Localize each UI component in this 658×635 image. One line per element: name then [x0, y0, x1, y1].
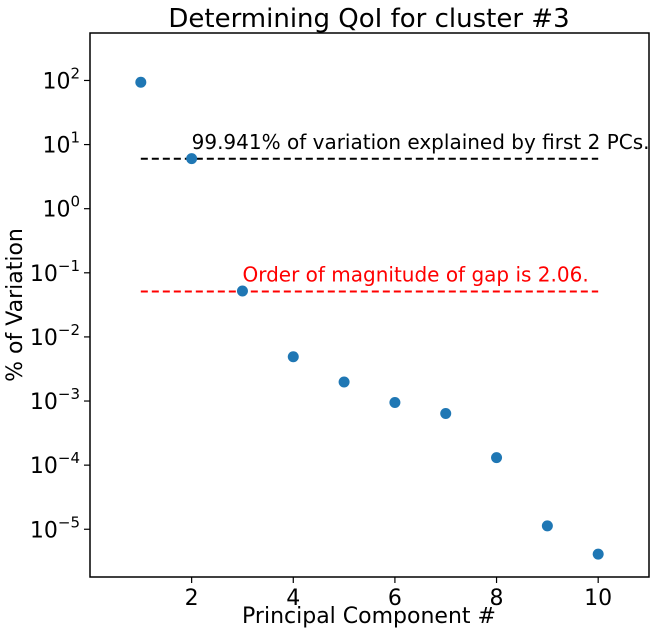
y-tick-label-5: 100	[42, 193, 80, 223]
x-axis-ticks: 2 4 6 8 10	[185, 577, 612, 611]
data-point-pc-10	[592, 548, 604, 560]
data-point-pc-1	[135, 76, 147, 88]
x-axis-label: Principal Component #	[242, 604, 496, 629]
data-point-pc-7	[440, 407, 452, 419]
x-tick-label-6: 6	[388, 586, 402, 611]
x-tick-label-4: 4	[286, 586, 300, 611]
y-tick-label-0: 10−5	[30, 513, 80, 543]
data-point-pc-3	[236, 285, 248, 297]
data-point-pc-6	[389, 396, 401, 408]
y-tick-label-2: 10−3	[30, 385, 80, 415]
x-tick-label-8: 8	[490, 586, 504, 611]
plot-frame	[89, 32, 650, 578]
y-tick-label-3: 10−2	[30, 321, 80, 351]
annotation-1: 99.941% of variation explained by first …	[192, 130, 650, 154]
x-tick-label-2: 2	[185, 586, 199, 611]
data-point-pc-2	[186, 153, 198, 165]
annotations: 99.941% of variation explained by first …	[192, 130, 650, 287]
chart-title: Determining QoI for cluster #3	[168, 4, 569, 34]
y-tick-label-7: 102	[42, 64, 80, 94]
y-tick-label-6: 101	[42, 129, 80, 159]
data-points	[135, 76, 604, 560]
x-tick-label-10: 10	[584, 586, 612, 611]
data-point-pc-9	[541, 520, 553, 532]
data-point-pc-5	[338, 376, 350, 388]
y-tick-label-1: 10−4	[30, 449, 80, 479]
y-tick-label-4: 10−1	[30, 257, 80, 287]
y-axis-ticks: 10−5 10−4 10−3 10−2 10−1 100 101 102	[30, 64, 90, 543]
data-point-pc-8	[491, 452, 503, 464]
annotation-2: Order of magnitude of gap is 2.06.	[242, 263, 588, 287]
y-axis-label: % of Variation	[3, 228, 28, 382]
data-point-pc-4	[287, 351, 299, 363]
